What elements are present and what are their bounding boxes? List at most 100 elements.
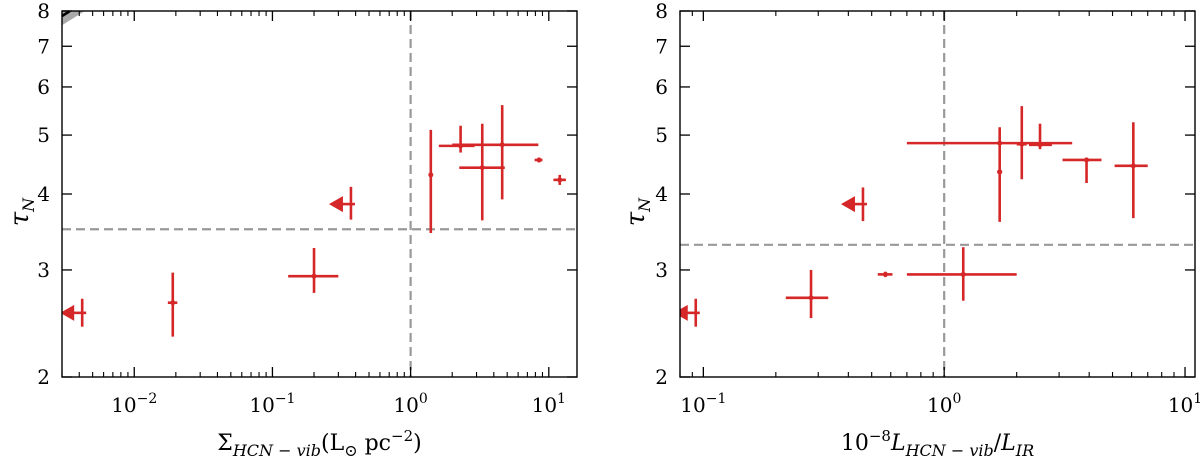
x-tick-label-exponent: 1 (1193, 391, 1200, 407)
x-tick-label-base: 10 (111, 393, 136, 417)
axes-frame (61, 10, 578, 378)
data-point (1016, 106, 1027, 180)
point-marker (1084, 157, 1090, 163)
x-tick-label-base: 10 (680, 393, 705, 417)
upper-limit-point (680, 298, 700, 327)
upper-limit-arrow (680, 304, 688, 321)
point-marker (1019, 141, 1025, 147)
upper-limit-arrow (840, 196, 855, 213)
point-marker (997, 140, 1003, 146)
point-marker (997, 169, 1003, 175)
y-tick-label: 2 (37, 365, 50, 389)
x-tick-label: 10−1 (680, 391, 726, 417)
data-point (553, 174, 566, 185)
data-point (288, 248, 339, 293)
upper-limit-point (840, 187, 867, 222)
y-tick-label: 8 (37, 0, 50, 23)
y-tick-label: 3 (655, 258, 668, 282)
y-tick-label: 3 (37, 258, 50, 282)
data-point (452, 105, 539, 200)
data-point (459, 123, 505, 221)
data-point (534, 157, 543, 163)
y-axis-label-subscript: N (19, 197, 38, 213)
x-tick-label-exponent: −1 (275, 391, 296, 407)
y-tick-label: 4 (37, 182, 50, 206)
x-tick-label-exponent: 0 (952, 391, 961, 407)
x-tick-label-base: 10 (532, 393, 557, 417)
y-axis-label: τN (621, 197, 654, 226)
data-point (906, 247, 1017, 301)
data-point (1029, 123, 1052, 150)
x-tick-label: 10−2 (111, 391, 157, 417)
point-marker (479, 165, 485, 171)
data-point (167, 272, 178, 337)
y-tick-label: 5 (37, 123, 50, 147)
y-tick-label: 4 (655, 182, 668, 206)
y-tick-label: 6 (655, 75, 668, 99)
x-tick-label-exponent: −2 (137, 391, 158, 407)
x-tick-label: 101 (532, 391, 566, 417)
fit-confidence-band (62, 11, 85, 26)
x-tick-label-base: 10 (1168, 393, 1193, 417)
data-point (785, 269, 829, 319)
point-marker (311, 273, 317, 279)
point-marker (499, 142, 505, 148)
upper-limit-point (328, 186, 355, 220)
x-axis-label-subscript: HCN − vib (232, 441, 321, 460)
plot-area (680, 11, 1195, 377)
y-tick-label: 7 (37, 34, 50, 58)
x-axis-label-exponent: −2 (391, 427, 413, 445)
fit-line (62, 11, 73, 18)
upper-limit-arrow (62, 304, 75, 321)
x-tick-label: 10−1 (249, 391, 295, 417)
x-tick-label: 100 (393, 391, 427, 417)
x-axis-label: ΣHCN − vib(L⊙ pc−2) (217, 427, 421, 460)
x-axis-label-part: Σ (217, 431, 233, 456)
data-point (438, 125, 475, 153)
x-tick-label: 100 (927, 391, 961, 417)
point-marker (960, 271, 966, 277)
point-marker (536, 157, 542, 163)
x-axis-label-part: L (890, 431, 906, 456)
point-marker (1037, 142, 1043, 148)
x-tick-label-base: 10 (927, 393, 952, 417)
y-axis-label-symbol: τ (5, 211, 35, 226)
y-axis-label-subscript: N (635, 197, 654, 213)
point-marker (808, 295, 814, 301)
x-axis-label-part: (L (321, 431, 345, 456)
upper-limit-point (62, 298, 87, 327)
data-point (877, 271, 893, 278)
x-tick-label-base: 10 (393, 393, 418, 417)
x-axis-label-part: pc (358, 431, 391, 456)
plot-area (62, 11, 577, 377)
data-point (428, 129, 434, 234)
x-tick-label-base: 10 (249, 393, 274, 417)
y-tick-label: 8 (655, 0, 668, 23)
x-axis-label-part: 10 (841, 431, 869, 456)
x-axis-label-subscript: HCN − vib (905, 441, 994, 460)
x-tick-label: 101 (1168, 391, 1200, 417)
axes-frame (679, 10, 1196, 378)
x-axis-label-part: ) (413, 431, 422, 456)
data-point (906, 140, 1073, 146)
x-tick-label-exponent: 0 (419, 391, 428, 407)
point-marker (1130, 163, 1136, 169)
data-point (1062, 157, 1102, 184)
y-tick-label: 6 (37, 75, 50, 99)
x-tick-label-exponent: 1 (557, 391, 566, 407)
x-axis-label-exponent: −8 (869, 427, 891, 445)
x-tick-label-exponent: −1 (706, 391, 727, 407)
x-axis-label: 10−8LHCN − vib/LIR (841, 427, 1034, 460)
y-axis-label: τN (5, 197, 38, 226)
x-axis-label-part: / (994, 431, 1002, 456)
x-axis-label-subscript: ⊙ (344, 441, 357, 460)
point-marker (428, 172, 434, 178)
x-axis-label-subscript: IR (1015, 441, 1034, 460)
y-tick-label: 7 (655, 34, 668, 58)
point-marker (882, 271, 888, 277)
data-point (1114, 122, 1148, 219)
x-axis-label-part: L (1000, 431, 1016, 456)
